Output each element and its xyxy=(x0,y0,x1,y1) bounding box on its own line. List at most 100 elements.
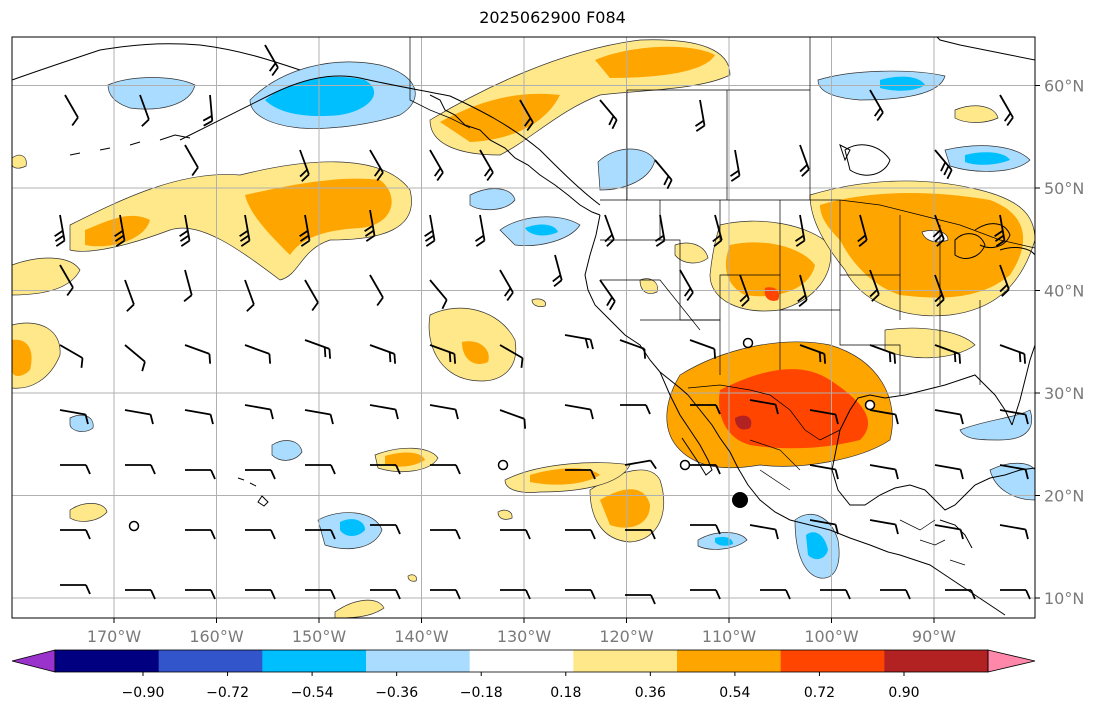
wind-barb xyxy=(599,99,618,130)
station-marker xyxy=(732,492,748,508)
negative-anomaly-region xyxy=(880,76,925,91)
wind-barb xyxy=(749,399,779,415)
colorbar-segment xyxy=(469,650,574,672)
wind-barb xyxy=(809,409,839,425)
wind-barb xyxy=(185,469,216,480)
wind-barb xyxy=(499,344,524,368)
wind-barb xyxy=(794,214,806,247)
wind-barb xyxy=(184,144,199,177)
wind-barb xyxy=(820,589,851,600)
station-marker xyxy=(497,459,509,471)
wind-barb xyxy=(934,274,945,307)
wind-barb xyxy=(364,209,376,242)
wind-barb xyxy=(114,214,126,247)
wind-barb xyxy=(869,269,880,302)
negative-anomaly-region xyxy=(989,462,1035,501)
positive-anomaly-region xyxy=(12,339,32,376)
wind-barb xyxy=(799,344,827,364)
wind-barb xyxy=(59,344,84,368)
wind-barb xyxy=(625,594,656,605)
wind-barb xyxy=(999,94,1014,127)
negative-anomaly-region xyxy=(340,519,365,536)
station-marker xyxy=(864,399,876,411)
wind-barb xyxy=(64,94,79,127)
wind-barb xyxy=(809,519,839,535)
wind-barb xyxy=(869,519,899,535)
positive-anomaly-region xyxy=(497,509,513,520)
wind-barb xyxy=(304,339,332,359)
wind-barb xyxy=(430,529,461,540)
wind-barb xyxy=(179,214,191,247)
station-marker xyxy=(128,520,140,532)
colorbar-segment xyxy=(677,650,782,672)
wind-barb xyxy=(599,279,616,311)
wind-barb xyxy=(304,409,334,425)
wind-barb xyxy=(934,344,962,364)
positive-anomaly-region xyxy=(719,369,869,449)
wind-barb xyxy=(934,464,964,480)
wind-barb xyxy=(604,214,615,247)
wind-barb xyxy=(479,149,494,182)
wind-barb xyxy=(869,464,899,480)
latitude-label: 10°N xyxy=(1044,589,1084,608)
wind-barb xyxy=(299,149,310,182)
graticule xyxy=(12,37,1035,618)
wind-barb xyxy=(184,344,212,364)
wind-barb xyxy=(264,44,279,77)
wind-barb xyxy=(429,149,444,182)
wind-barb xyxy=(124,409,154,425)
wind-barb xyxy=(500,529,531,540)
wind-barb xyxy=(299,214,311,247)
positive-anomaly-region xyxy=(385,452,425,467)
wind-barb xyxy=(369,344,397,364)
positive-anomaly-region xyxy=(735,415,752,430)
wind-barb xyxy=(305,589,336,600)
wind-barb xyxy=(370,589,401,600)
wind-barb xyxy=(624,459,657,470)
wind-barb xyxy=(59,264,74,297)
positive-anomaly-region xyxy=(600,489,650,528)
wind-barb xyxy=(552,254,563,288)
wind-barb xyxy=(430,464,461,475)
longitude-label: 90°W xyxy=(912,627,956,646)
longitude-label: 170°W xyxy=(87,627,142,646)
wind-barbs xyxy=(54,44,1031,605)
map-title: 2025062900 F084 xyxy=(479,8,626,27)
wind-barb xyxy=(797,274,808,308)
negative-anomaly-region xyxy=(271,440,303,461)
wind-barb xyxy=(690,404,721,415)
wind-barb xyxy=(244,404,274,420)
negative-anomaly-region xyxy=(469,188,516,211)
colorbar-segment xyxy=(158,650,263,672)
wind-barb xyxy=(809,464,839,480)
wind-barb xyxy=(934,149,953,180)
positive-anomaly-region xyxy=(440,93,560,142)
wind-barb xyxy=(564,404,594,420)
wind-barb xyxy=(245,469,276,480)
wind-barb xyxy=(304,279,319,312)
wind-barb xyxy=(429,279,448,310)
wind-barb xyxy=(690,589,721,600)
colorbar-label: −0.18 xyxy=(460,685,503,701)
wind-barb xyxy=(799,144,810,177)
negative-anomaly-region xyxy=(107,77,196,110)
wind-barb xyxy=(689,339,717,359)
political-borders xyxy=(409,37,1035,566)
colorbar-segment xyxy=(262,650,367,672)
positive-anomaly-region xyxy=(531,298,546,307)
wind-barb xyxy=(500,589,531,600)
station-marker xyxy=(742,337,754,349)
wind-barb xyxy=(370,464,401,475)
wind-barb xyxy=(429,404,459,420)
wind-barb xyxy=(869,344,897,364)
positive-anomaly-region xyxy=(69,503,108,522)
negative-anomaly-region xyxy=(806,532,828,560)
wind-barb xyxy=(690,464,721,475)
wind-barb xyxy=(712,214,723,248)
negative-anomaly-region xyxy=(265,76,375,117)
wind-barb xyxy=(1000,589,1031,600)
wind-barb xyxy=(999,524,1029,540)
wind-barb xyxy=(245,529,276,540)
colorbar-label: −0.54 xyxy=(291,685,334,701)
wind-barb xyxy=(424,214,436,247)
